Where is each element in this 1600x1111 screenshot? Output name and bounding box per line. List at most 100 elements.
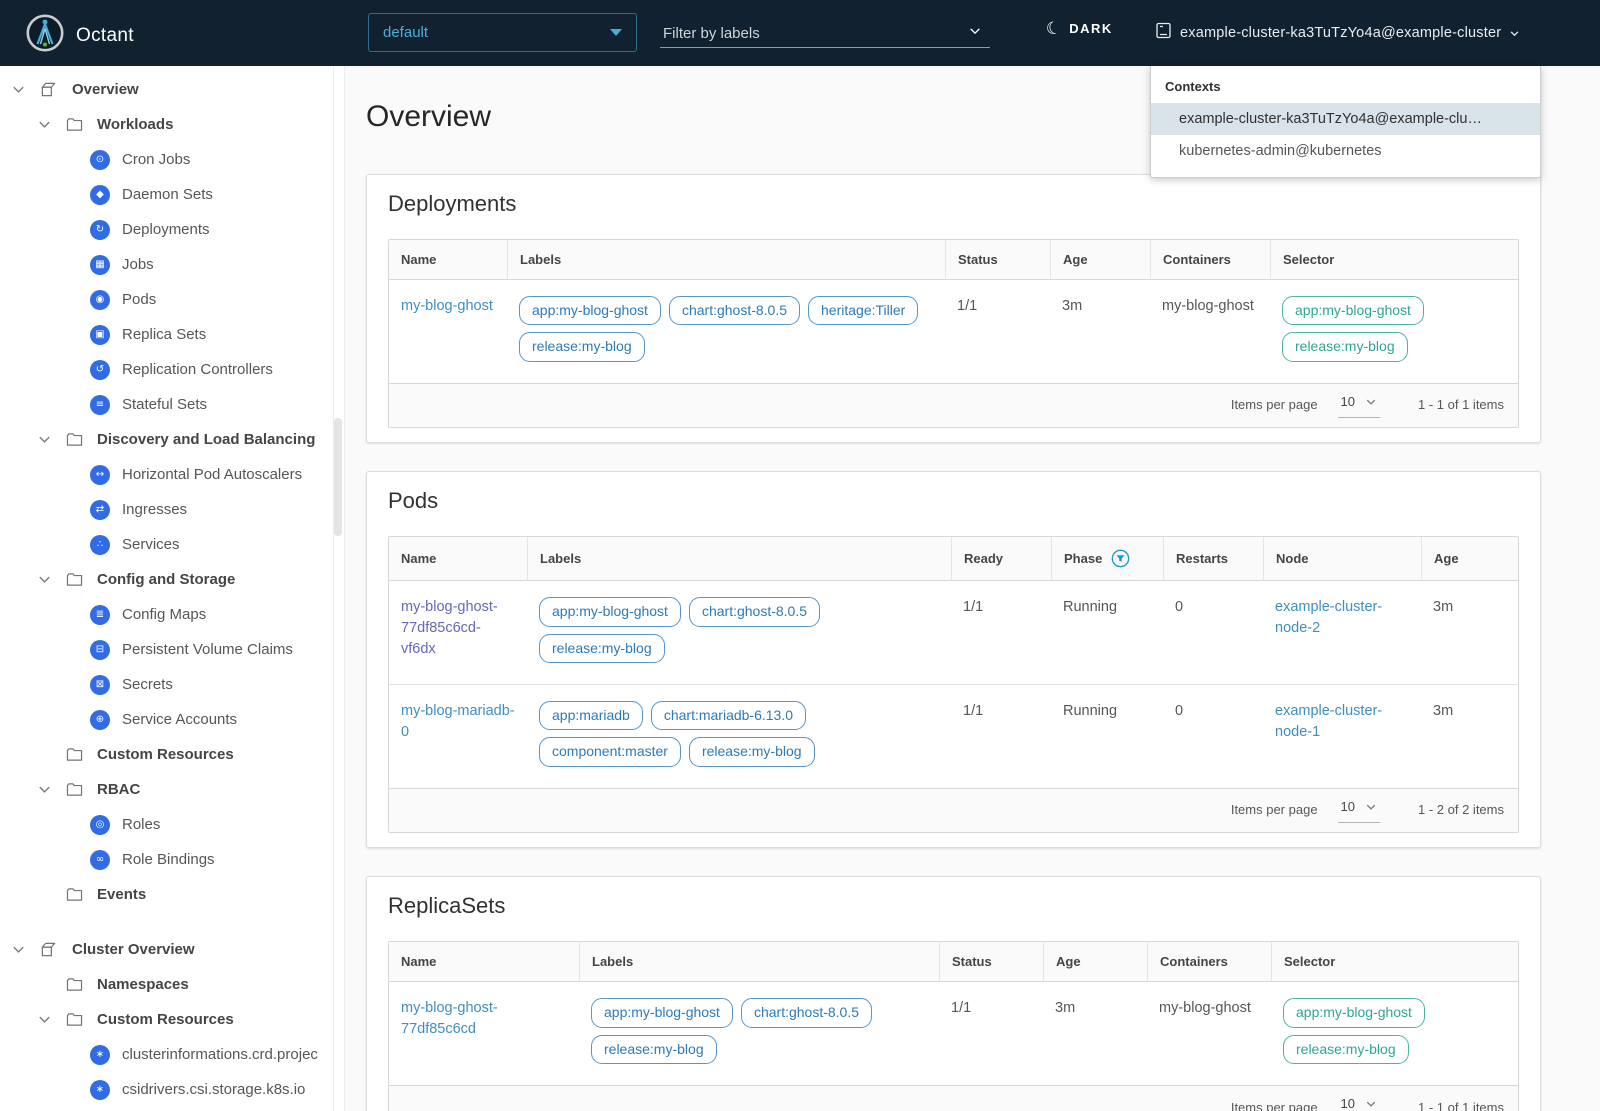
sidebar-item-label: Services bbox=[122, 536, 180, 553]
cell-selector: app:my-blog-ghost release:my-blog bbox=[1271, 982, 1518, 1085]
cell-status: 1/1 bbox=[945, 280, 1050, 383]
sidebar-item-namespaces[interactable]: Namespaces bbox=[0, 967, 345, 1002]
name-link[interactable]: my-blog-ghost-77df85c6cd-vf6dx bbox=[401, 599, 498, 658]
chevron-down-icon[interactable] bbox=[10, 82, 26, 98]
sidebar-item-rbac[interactable]: RBAC bbox=[0, 772, 345, 807]
chevron-down-icon[interactable] bbox=[36, 782, 52, 798]
sidebar-item-label: Namespaces bbox=[97, 976, 189, 993]
contexts-menu-title: Contexts bbox=[1165, 79, 1221, 94]
sidebar-item-workloads[interactable]: Workloads bbox=[0, 107, 345, 142]
page-size-select[interactable]: 10 bbox=[1337, 393, 1381, 419]
sidebar-item-role-bindings[interactable]: ∞ Role Bindings bbox=[0, 842, 345, 877]
horizontal-pod-autoscalers-icon: ↔ bbox=[90, 464, 110, 485]
contexts-dropdown-menu: Contexts example-cluster-ka3TuTzYo4a@exa… bbox=[1150, 66, 1541, 178]
sidebar-item-label: Cluster Overview bbox=[72, 941, 195, 958]
pods-icon: ◉ bbox=[90, 289, 110, 310]
sidebar-scrollbar-track[interactable] bbox=[333, 66, 345, 1111]
sidebar-item-service-accounts[interactable]: ⊕ Service Accounts bbox=[0, 702, 345, 737]
column-header-name: Name bbox=[389, 240, 507, 280]
sidebar-item-overview[interactable]: Overview bbox=[0, 72, 345, 107]
name-link[interactable]: my-blog-mariadb-0 bbox=[401, 703, 515, 741]
sidebar-item-custom-resources[interactable]: Custom Resources bbox=[0, 1002, 345, 1037]
table-row: my-blog-ghost-77df85c6cd-vf6dx app:my-blo… bbox=[389, 581, 1518, 684]
age-value: 3m bbox=[1062, 298, 1083, 314]
label-tag: heritage:Tiller bbox=[808, 296, 919, 326]
cell-selector: app:my-blog-ghost release:my-blog bbox=[1270, 280, 1518, 383]
cell-node: example-cluster-node-1 bbox=[1263, 684, 1421, 788]
status-value: 1/1 bbox=[951, 1000, 972, 1017]
node-link[interactable]: example-cluster-node-2 bbox=[1275, 599, 1383, 637]
phase-value: Running bbox=[1063, 599, 1118, 616]
sidebar-item-replica-sets[interactable]: ▣ Replica Sets bbox=[0, 317, 345, 352]
table-footer-row: Items per page 10 1 - 2 of 2 items bbox=[389, 787, 1518, 833]
sidebar-item-ingresses[interactable]: ⇄ Ingresses bbox=[0, 492, 345, 527]
sidebar-item-cron-jobs[interactable]: ⊙ Cron Jobs bbox=[0, 142, 345, 177]
sidebar-item-label: Events bbox=[97, 886, 147, 903]
filter-by-labels-input[interactable]: Filter by labels bbox=[660, 20, 990, 48]
sidebar-item-horizontal-pod-autoscalers[interactable]: ↔ Horizontal Pod Autoscalers bbox=[0, 457, 345, 492]
sidebar-item-config-and-storage[interactable]: Config and Storage bbox=[0, 562, 345, 597]
chevron-down-icon[interactable] bbox=[36, 1012, 52, 1028]
sidebar-item-daemon-sets[interactable]: ◆ Daemon Sets bbox=[0, 177, 345, 212]
sidebar-item-services[interactable]: ∴ Services bbox=[0, 527, 345, 562]
sidebar-item-deployments[interactable]: ↻ Deployments bbox=[0, 212, 345, 247]
node-link[interactable]: example-cluster-node-1 bbox=[1275, 703, 1383, 741]
sidebar-item-cluster-overview[interactable]: Cluster Overview bbox=[0, 932, 345, 967]
column-header-name: Name bbox=[389, 942, 579, 983]
sidebar-item-jobs[interactable]: ▦ Jobs bbox=[0, 247, 345, 282]
sidebar-item-custom-resources[interactable]: Custom Resources bbox=[0, 737, 345, 772]
table-header-row: Name Labels Status Age Containers Selector bbox=[389, 240, 1518, 280]
cell-node: example-cluster-node-2 bbox=[1263, 581, 1421, 684]
table-row: my-blog-ghost app:my-blog-ghost chart:ghos… bbox=[389, 280, 1518, 383]
sidebar-item-secrets[interactable]: ⊠ Secrets bbox=[0, 667, 345, 702]
chevron-down-icon bbox=[1365, 1098, 1377, 1110]
label-tag: release:my-blog bbox=[591, 1034, 717, 1065]
namespace-selector[interactable]: default bbox=[368, 13, 637, 52]
sidebar-item-label: Config and Storage bbox=[97, 571, 236, 588]
sidebar-item-roles[interactable]: ◎ Roles bbox=[0, 807, 345, 842]
chevron-down-icon[interactable] bbox=[36, 432, 52, 448]
status-value: 1/1 bbox=[957, 298, 978, 314]
sidebar-item-stateful-sets[interactable]: ≡ Stateful Sets bbox=[0, 387, 345, 422]
sidebar-item-events[interactable]: Events bbox=[0, 877, 345, 912]
context-menu-item[interactable]: kubernetes-admin@kubernetes bbox=[1179, 143, 1382, 159]
chevron-spacer bbox=[36, 977, 52, 993]
sidebar-item-clusterinformations-crd-projec[interactable]: ∗ clusterinformations.crd.projec bbox=[0, 1037, 345, 1072]
sidebar-item-csidrivers-csi-storage-k8s-io[interactable]: ∗ csidrivers.csi.storage.k8s.io bbox=[0, 1072, 345, 1107]
folder-icon bbox=[66, 117, 83, 132]
selector-tag: release:my-blog bbox=[1283, 1034, 1409, 1065]
chevron-down-icon[interactable] bbox=[36, 572, 52, 588]
chevron-down-icon[interactable] bbox=[968, 24, 982, 43]
sidebar-item-config-maps[interactable]: ≣ Config Maps bbox=[0, 597, 345, 632]
card-pods: Pods Name Labels Ready Phase Restarts Node Age m… bbox=[366, 471, 1541, 849]
chevron-down-icon[interactable] bbox=[10, 942, 26, 958]
sidebar-item-label: Stateful Sets bbox=[122, 396, 208, 413]
sidebar-scrollbar-thumb[interactable] bbox=[334, 418, 342, 536]
context-selector-button[interactable]: example-cluster-ka3TuTzYo4a@example-clus… bbox=[1155, 22, 1520, 44]
pods-table: Name Labels Ready Phase Restarts Node Age my-bl… bbox=[388, 536, 1519, 834]
context-menu-item[interactable]: example-cluster-ka3TuTzYo4a@example-clu… bbox=[1151, 103, 1540, 135]
page-size-select[interactable]: 10 bbox=[1337, 798, 1381, 824]
cell-name: my-blog-ghost bbox=[389, 280, 507, 383]
column-header-phase: Phase bbox=[1051, 537, 1163, 582]
sidebar-item-pods[interactable]: ◉ Pods bbox=[0, 282, 345, 317]
cell-containers: my-blog-ghost bbox=[1147, 982, 1271, 1085]
chevron-down-icon[interactable] bbox=[36, 117, 52, 133]
role-bindings-icon: ∞ bbox=[90, 849, 110, 870]
filter-funnel-icon[interactable] bbox=[1111, 549, 1130, 568]
theme-toggle-button[interactable]: ☾ DARK bbox=[1044, 18, 1113, 40]
sidebar-item-label: csidrivers.csi.storage.k8s.io bbox=[122, 1081, 306, 1098]
sidebar-item-label: Persistent Volume Claims bbox=[122, 641, 293, 658]
sidebar-item-label: Overview bbox=[72, 81, 139, 98]
sidebar-item-discovery-and-load-balancing[interactable]: Discovery and Load Balancing bbox=[0, 422, 345, 457]
folder-icon bbox=[66, 432, 83, 447]
name-link[interactable]: my-blog-ghost bbox=[401, 298, 493, 314]
selector-tag: release:my-blog bbox=[1282, 332, 1408, 362]
folder-icon bbox=[66, 1012, 83, 1027]
sidebar-item-replication-controllers[interactable]: ↺ Replication Controllers bbox=[0, 352, 345, 387]
name-link[interactable]: my-blog-ghost-77df85c6cd bbox=[401, 1000, 498, 1038]
label-tag: app:my-blog-ghost bbox=[519, 296, 661, 326]
sidebar-item-persistent-volume-claims[interactable]: ⊟ Persistent Volume Claims bbox=[0, 632, 345, 667]
page-size-select[interactable]: 10 bbox=[1338, 1095, 1380, 1111]
page-size-value: 10 bbox=[1340, 798, 1356, 814]
